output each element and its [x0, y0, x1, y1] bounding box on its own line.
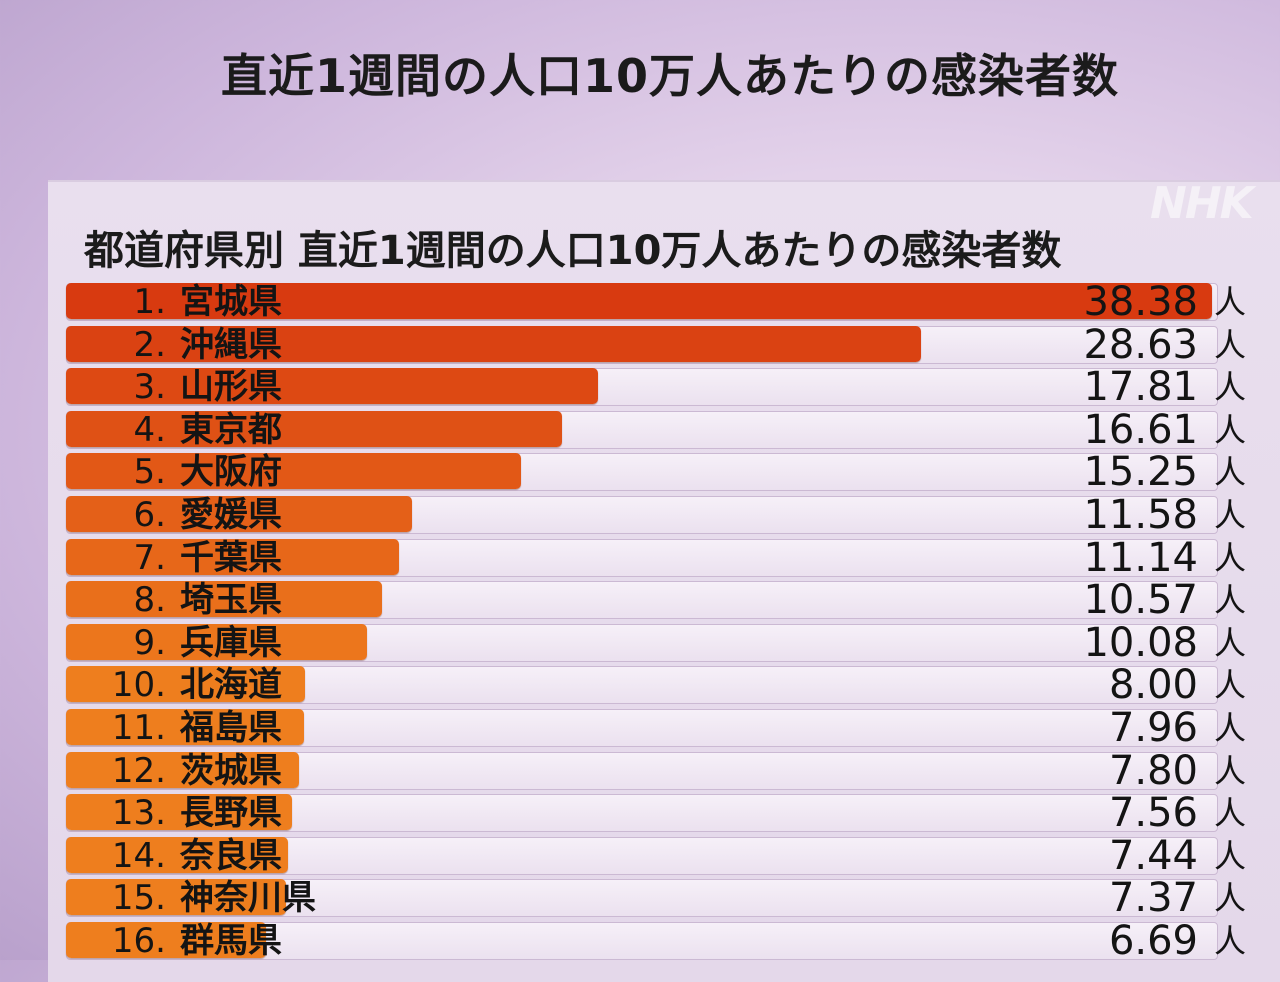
value-label: 10.08	[1083, 620, 1198, 666]
category-label: 茨城県	[180, 751, 282, 791]
chart-title: 都道府県別 直近1週間の人口10万人あたりの感染者数	[84, 228, 1062, 274]
rank-label: 7.	[133, 538, 166, 578]
category-label: 愛媛県	[180, 495, 282, 535]
unit-label: 人	[1214, 539, 1247, 577]
category-label: 奈良県	[180, 836, 282, 876]
rank-label: 4.	[133, 410, 166, 450]
bar	[66, 411, 562, 447]
category-label: 山形県	[180, 367, 282, 407]
category-label: 千葉県	[180, 538, 282, 578]
bar	[66, 794, 292, 830]
unit-label: 人	[1214, 752, 1247, 790]
bar	[66, 453, 522, 489]
category-label: 埼玉県	[180, 580, 282, 620]
bar	[66, 837, 289, 873]
rank-label: 8.	[133, 580, 166, 620]
category-label: 宮城県	[180, 282, 282, 322]
unit-label: 人	[1214, 411, 1247, 449]
value-label: 7.37	[1108, 875, 1198, 921]
unit-label: 人	[1214, 922, 1247, 960]
value-label: 16.61	[1083, 407, 1198, 453]
value-label: 7.44	[1108, 833, 1198, 879]
value-label: 7.96	[1108, 705, 1198, 751]
bar	[66, 539, 399, 575]
unit-label: 人	[1214, 368, 1247, 406]
bar	[66, 283, 1212, 319]
bar	[66, 709, 304, 745]
category-label: 長野県	[180, 793, 282, 833]
broadcaster-logo: NHK	[1150, 178, 1254, 229]
rank-label: 1.	[133, 282, 166, 322]
unit-label: 人	[1214, 666, 1247, 704]
bar	[66, 326, 921, 362]
bar	[66, 752, 299, 788]
value-label: 11.58	[1083, 492, 1198, 538]
value-label: 28.63	[1083, 322, 1198, 368]
category-label: 福島県	[180, 708, 282, 748]
unit-label: 人	[1214, 581, 1247, 619]
bar	[66, 666, 305, 702]
value-label: 17.81	[1083, 364, 1198, 410]
value-label: 7.80	[1108, 748, 1198, 794]
unit-label: 人	[1214, 879, 1247, 917]
unit-label: 人	[1214, 453, 1247, 491]
category-label: 兵庫県	[180, 623, 282, 663]
rank-label: 16.	[111, 921, 166, 961]
bar	[66, 624, 367, 660]
unit-label: 人	[1214, 496, 1247, 534]
category-label: 沖縄県	[180, 325, 282, 365]
rank-label: 6.	[133, 495, 166, 535]
rank-label: 11.	[111, 708, 166, 748]
value-label: 7.56	[1108, 790, 1198, 836]
bar	[66, 879, 287, 915]
rank-label: 14.	[111, 836, 166, 876]
unit-label: 人	[1214, 837, 1247, 875]
value-label: 15.25	[1083, 449, 1198, 495]
value-label: 6.69	[1108, 918, 1198, 964]
unit-label: 人	[1214, 326, 1247, 364]
rank-label: 15.	[111, 878, 166, 918]
bar	[66, 368, 598, 404]
rank-label: 12.	[111, 751, 166, 791]
value-label: 8.00	[1108, 662, 1198, 708]
unit-label: 人	[1214, 794, 1247, 832]
category-label: 北海道	[180, 665, 282, 705]
bar	[66, 496, 412, 532]
category-label: 東京都	[180, 410, 282, 450]
page-title: 直近1週間の人口10万人あたりの感染者数	[220, 49, 1120, 103]
unit-label: 人	[1214, 283, 1247, 321]
bar-chart: 1. 宮城県 38.38 人 2. 沖縄県 28.63 人 3. 山形県 17.81 人 4. 東京都 16…	[66, 279, 1247, 964]
rank-label: 9.	[133, 623, 166, 663]
unit-label: 人	[1214, 709, 1247, 747]
category-label: 群馬県	[180, 921, 282, 961]
category-label: 大阪府	[180, 452, 282, 492]
rank-label: 5.	[133, 452, 166, 492]
value-label: 10.57	[1083, 577, 1198, 623]
rank-label: 2.	[133, 325, 166, 365]
unit-label: 人	[1214, 624, 1247, 662]
value-label: 11.14	[1083, 535, 1198, 581]
bar	[66, 922, 266, 958]
rank-label: 10.	[111, 665, 166, 705]
bar	[66, 581, 382, 617]
rank-label: 13.	[111, 793, 166, 833]
rank-label: 3.	[133, 367, 166, 407]
category-label: 神奈川県	[180, 878, 316, 918]
value-label: 38.38	[1083, 279, 1198, 325]
